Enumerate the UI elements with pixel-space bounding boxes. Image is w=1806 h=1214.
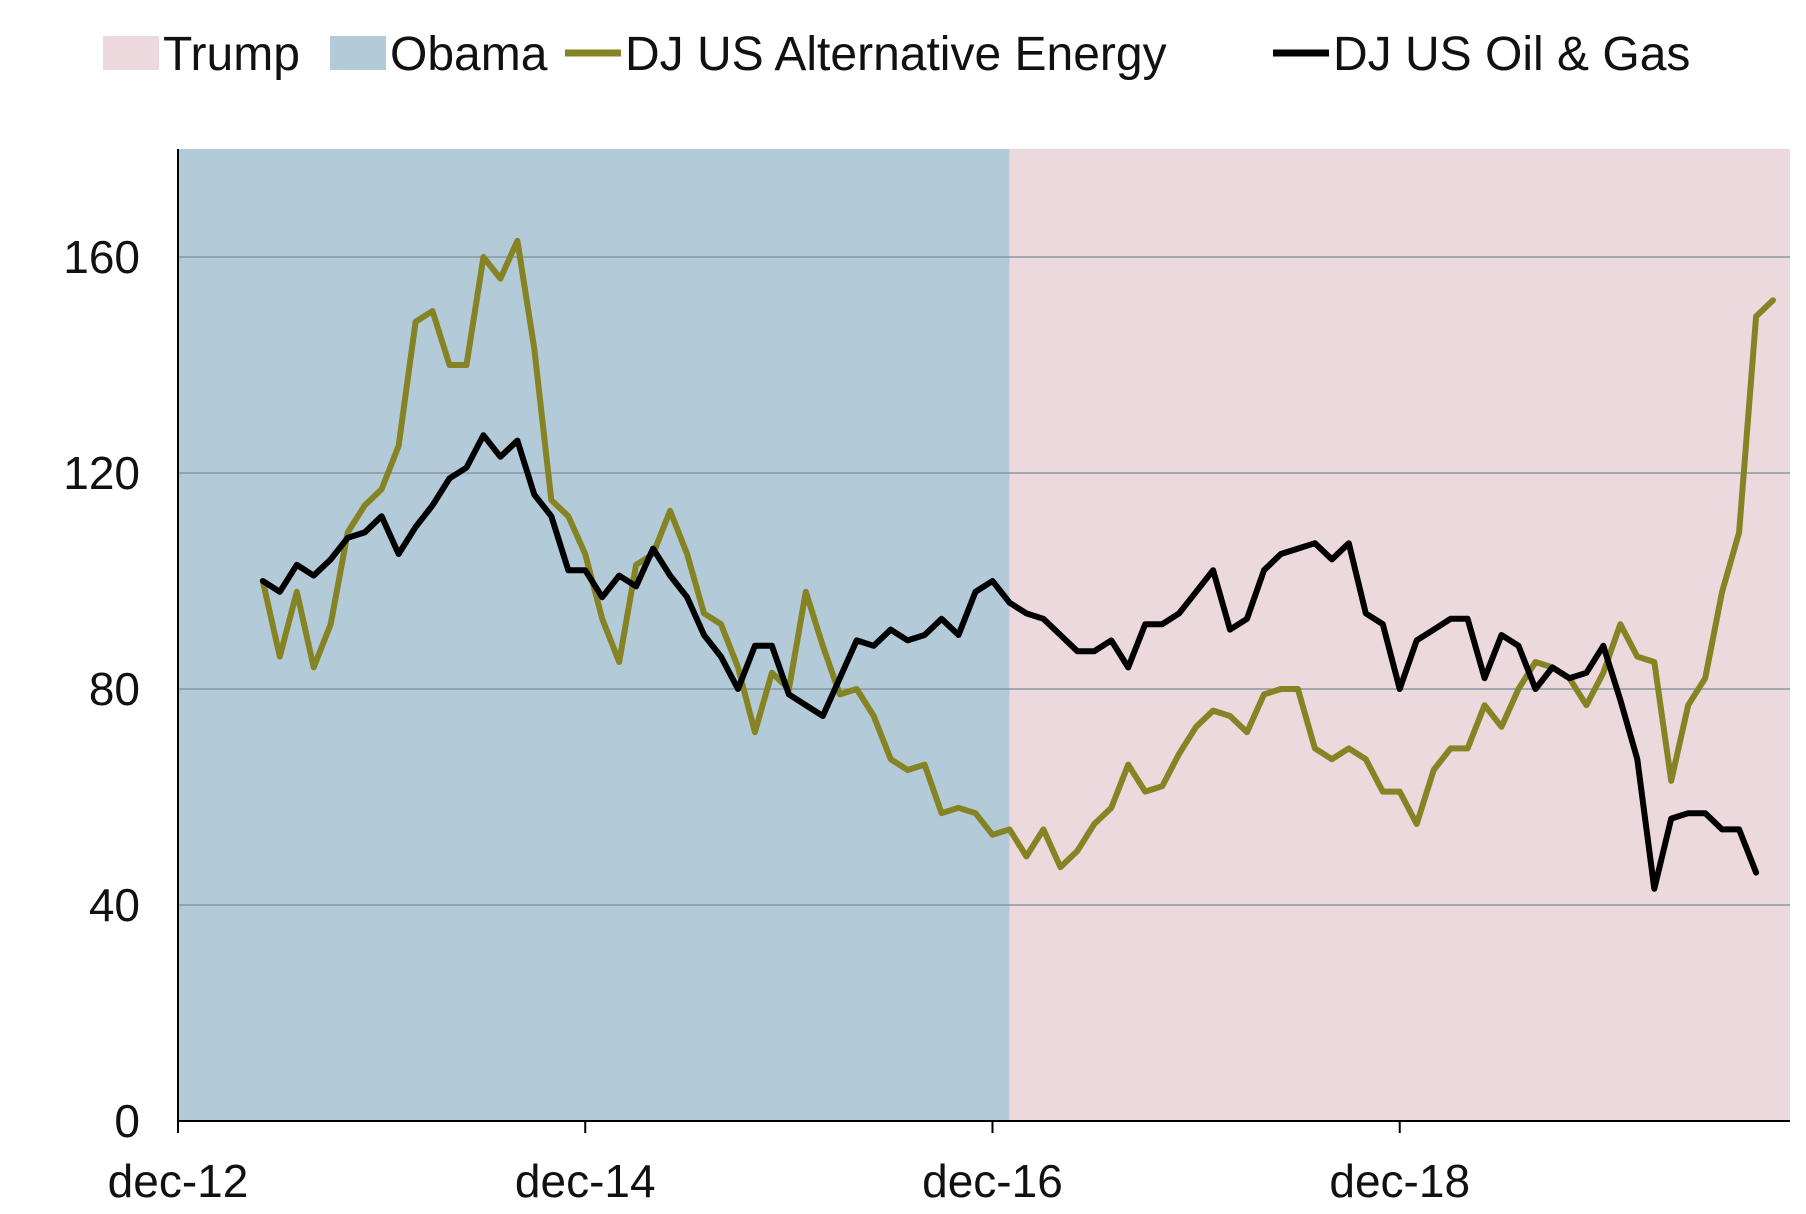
gridlines: [178, 256, 1790, 906]
period-band-trump: [1009, 149, 1790, 1121]
legend-item-oil-gas-label: DJ US Oil & Gas: [1333, 28, 1690, 81]
axes: 0 40 80 120 160 dec-12 dec-14 dec-16 dec-18: [63, 149, 1790, 1207]
legend: Trump Obama DJ US Alternative Energy DJ US …: [103, 28, 1690, 81]
x-tick-label: dec-12: [108, 1155, 249, 1207]
legend-item-obama-swatch: [330, 36, 386, 70]
period-bands: [178, 149, 1790, 1121]
y-tick-label: 160: [63, 231, 140, 283]
series-line-alternative-energy: [259, 237, 1776, 871]
y-tick-label: 120: [63, 447, 140, 499]
legend-item-obama-label: Obama: [390, 28, 548, 81]
x-tick-label: dec-16: [922, 1155, 1063, 1207]
y-tick-label: 0: [114, 1095, 140, 1147]
y-tick-label: 80: [89, 663, 140, 715]
series-line-oil-gas: [259, 432, 1760, 892]
x-tick-label: dec-18: [1329, 1155, 1470, 1207]
legend-item-trump-label: Trump: [163, 28, 300, 81]
legend-item-alternative-energy-label: DJ US Alternative Energy: [625, 28, 1167, 81]
period-band-obama: [178, 149, 1010, 1121]
y-tick-label: 40: [89, 879, 140, 931]
legend-item-trump-swatch: [103, 36, 159, 70]
series-lines: [259, 237, 1776, 892]
x-tick-label: dec-14: [515, 1155, 656, 1207]
